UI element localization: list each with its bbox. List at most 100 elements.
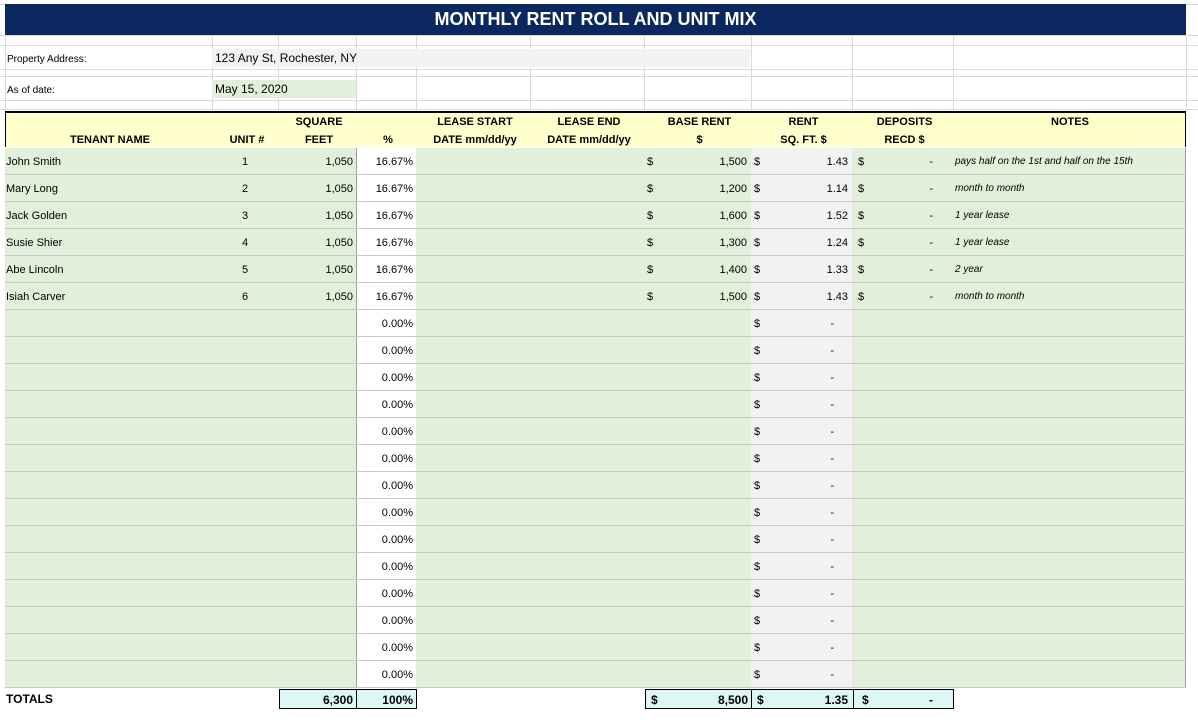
unit-cell[interactable] bbox=[212, 391, 279, 418]
tenant-name-cell[interactable]: Susie Shier bbox=[5, 229, 213, 256]
lease-end-cell[interactable] bbox=[530, 391, 645, 418]
property-address-field[interactable]: 123 Any St, Rochester, NY bbox=[212, 49, 750, 67]
notes-cell[interactable] bbox=[953, 364, 1186, 391]
unit-cell[interactable] bbox=[212, 499, 279, 526]
lease-end-cell[interactable] bbox=[530, 661, 645, 688]
notes-cell[interactable] bbox=[953, 445, 1186, 472]
lease-start-cell[interactable] bbox=[416, 472, 531, 499]
lease-end-cell[interactable] bbox=[530, 499, 645, 526]
square-feet-cell[interactable] bbox=[278, 337, 357, 364]
as-of-date-field[interactable]: May 15, 2020 bbox=[212, 80, 356, 98]
deposit-cell[interactable] bbox=[852, 364, 954, 391]
notes-cell[interactable] bbox=[953, 661, 1186, 688]
base-rent-cell[interactable] bbox=[644, 553, 752, 580]
lease-start-cell[interactable] bbox=[416, 148, 531, 175]
unit-cell[interactable] bbox=[212, 661, 279, 688]
notes-cell[interactable] bbox=[953, 553, 1186, 580]
lease-start-cell[interactable] bbox=[416, 202, 531, 229]
lease-start-cell[interactable] bbox=[416, 418, 531, 445]
square-feet-cell[interactable] bbox=[278, 607, 357, 634]
base-rent-cell[interactable] bbox=[644, 634, 752, 661]
base-rent-cell[interactable] bbox=[644, 661, 752, 688]
tenant-name-cell[interactable] bbox=[5, 391, 213, 418]
deposit-cell[interactable] bbox=[852, 553, 954, 580]
tenant-name-cell[interactable]: Abe Lincoln bbox=[5, 256, 213, 283]
base-rent-cell[interactable] bbox=[644, 418, 752, 445]
square-feet-cell[interactable] bbox=[278, 310, 357, 337]
square-feet-cell[interactable] bbox=[278, 472, 357, 499]
square-feet-cell[interactable] bbox=[278, 580, 357, 607]
notes-cell[interactable] bbox=[953, 499, 1186, 526]
lease-start-cell[interactable] bbox=[416, 256, 531, 283]
unit-cell[interactable] bbox=[212, 580, 279, 607]
tenant-name-cell[interactable] bbox=[5, 580, 213, 607]
lease-start-cell[interactable] bbox=[416, 445, 531, 472]
notes-cell[interactable] bbox=[953, 418, 1186, 445]
deposit-cell[interactable] bbox=[852, 445, 954, 472]
notes-cell[interactable]: 1 year lease bbox=[953, 229, 1186, 256]
lease-end-cell[interactable] bbox=[530, 634, 645, 661]
deposit-cell[interactable] bbox=[852, 499, 954, 526]
tenant-name-cell[interactable] bbox=[5, 310, 213, 337]
unit-cell[interactable] bbox=[212, 310, 279, 337]
notes-cell[interactable]: pays half on the 1st and half on the 15t… bbox=[953, 148, 1186, 175]
unit-cell[interactable] bbox=[212, 607, 279, 634]
lease-start-cell[interactable] bbox=[416, 310, 531, 337]
base-rent-cell[interactable] bbox=[644, 337, 752, 364]
unit-cell[interactable] bbox=[212, 337, 279, 364]
square-feet-cell[interactable]: 1,050 bbox=[278, 148, 357, 175]
square-feet-cell[interactable] bbox=[278, 661, 357, 688]
unit-cell[interactable] bbox=[212, 418, 279, 445]
lease-end-cell[interactable] bbox=[530, 580, 645, 607]
square-feet-cell[interactable] bbox=[278, 445, 357, 472]
deposit-cell[interactable] bbox=[852, 580, 954, 607]
lease-start-cell[interactable] bbox=[416, 175, 531, 202]
notes-cell[interactable] bbox=[953, 634, 1186, 661]
lease-end-cell[interactable] bbox=[530, 526, 645, 553]
base-rent-cell[interactable] bbox=[644, 364, 752, 391]
tenant-name-cell[interactable]: John Smith bbox=[5, 148, 213, 175]
square-feet-cell[interactable]: 1,050 bbox=[278, 202, 357, 229]
square-feet-cell[interactable]: 1,050 bbox=[278, 175, 357, 202]
lease-start-cell[interactable] bbox=[416, 283, 531, 310]
lease-start-cell[interactable] bbox=[416, 364, 531, 391]
lease-end-cell[interactable] bbox=[530, 148, 645, 175]
lease-end-cell[interactable] bbox=[530, 337, 645, 364]
tenant-name-cell[interactable] bbox=[5, 553, 213, 580]
unit-cell[interactable]: 2 bbox=[212, 175, 279, 202]
lease-start-cell[interactable] bbox=[416, 229, 531, 256]
base-rent-cell[interactable] bbox=[644, 607, 752, 634]
lease-end-cell[interactable] bbox=[530, 202, 645, 229]
notes-cell[interactable] bbox=[953, 607, 1186, 634]
lease-end-cell[interactable] bbox=[530, 553, 645, 580]
tenant-name-cell[interactable] bbox=[5, 607, 213, 634]
tenant-name-cell[interactable] bbox=[5, 499, 213, 526]
deposit-cell[interactable] bbox=[852, 634, 954, 661]
notes-cell[interactable]: month to month bbox=[953, 283, 1186, 310]
unit-cell[interactable] bbox=[212, 553, 279, 580]
base-rent-cell[interactable] bbox=[644, 391, 752, 418]
base-rent-cell[interactable] bbox=[644, 526, 752, 553]
base-rent-cell[interactable] bbox=[644, 472, 752, 499]
square-feet-cell[interactable] bbox=[278, 499, 357, 526]
lease-start-cell[interactable] bbox=[416, 526, 531, 553]
notes-cell[interactable]: 1 year lease bbox=[953, 202, 1186, 229]
lease-end-cell[interactable] bbox=[530, 175, 645, 202]
unit-cell[interactable]: 5 bbox=[212, 256, 279, 283]
lease-start-cell[interactable] bbox=[416, 337, 531, 364]
lease-end-cell[interactable] bbox=[530, 418, 645, 445]
square-feet-cell[interactable]: 1,050 bbox=[278, 283, 357, 310]
deposit-cell[interactable] bbox=[852, 337, 954, 364]
lease-start-cell[interactable] bbox=[416, 634, 531, 661]
tenant-name-cell[interactable] bbox=[5, 364, 213, 391]
unit-cell[interactable] bbox=[212, 526, 279, 553]
base-rent-cell[interactable] bbox=[644, 445, 752, 472]
lease-start-cell[interactable] bbox=[416, 553, 531, 580]
lease-start-cell[interactable] bbox=[416, 391, 531, 418]
tenant-name-cell[interactable]: Jack Golden bbox=[5, 202, 213, 229]
tenant-name-cell[interactable]: Isiah Carver bbox=[5, 283, 213, 310]
square-feet-cell[interactable] bbox=[278, 526, 357, 553]
lease-start-cell[interactable] bbox=[416, 499, 531, 526]
deposit-cell[interactable] bbox=[852, 310, 954, 337]
lease-end-cell[interactable] bbox=[530, 364, 645, 391]
